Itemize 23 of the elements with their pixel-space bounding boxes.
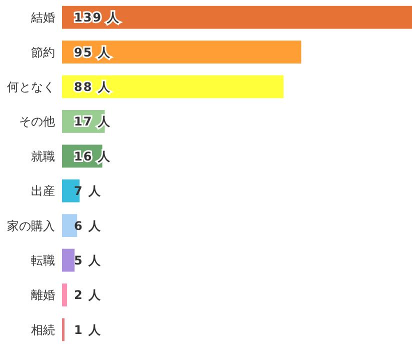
y-tick-label: 何となく <box>7 80 55 94</box>
bar <box>62 318 65 342</box>
bar <box>62 248 75 272</box>
data-label: 95 人 <box>74 45 111 60</box>
data-label: 1 人 <box>74 322 102 337</box>
data-label: 88 人 <box>74 80 111 94</box>
data-label: 2 人 <box>74 288 102 302</box>
bar <box>62 6 412 29</box>
bar <box>62 40 302 64</box>
y-tick-label: 離婚 <box>31 288 55 302</box>
data-label: 6 人 <box>74 218 102 233</box>
y-tick-label: 相続 <box>31 322 55 337</box>
data-label: 5 人 <box>74 253 102 268</box>
bar <box>62 75 284 98</box>
bar <box>62 284 68 306</box>
y-tick-label: 結婚 <box>30 10 55 25</box>
y-tick-label: その他 <box>19 114 55 129</box>
y-tick-label: 転職 <box>31 253 55 268</box>
y-tick-label: 節約 <box>31 45 55 60</box>
y-tick-label: 出産 <box>31 184 55 198</box>
y-tick-label: 家の購入 <box>7 218 55 233</box>
data-label: 139 人 <box>74 10 120 25</box>
y-tick-label: 就職 <box>31 149 55 164</box>
